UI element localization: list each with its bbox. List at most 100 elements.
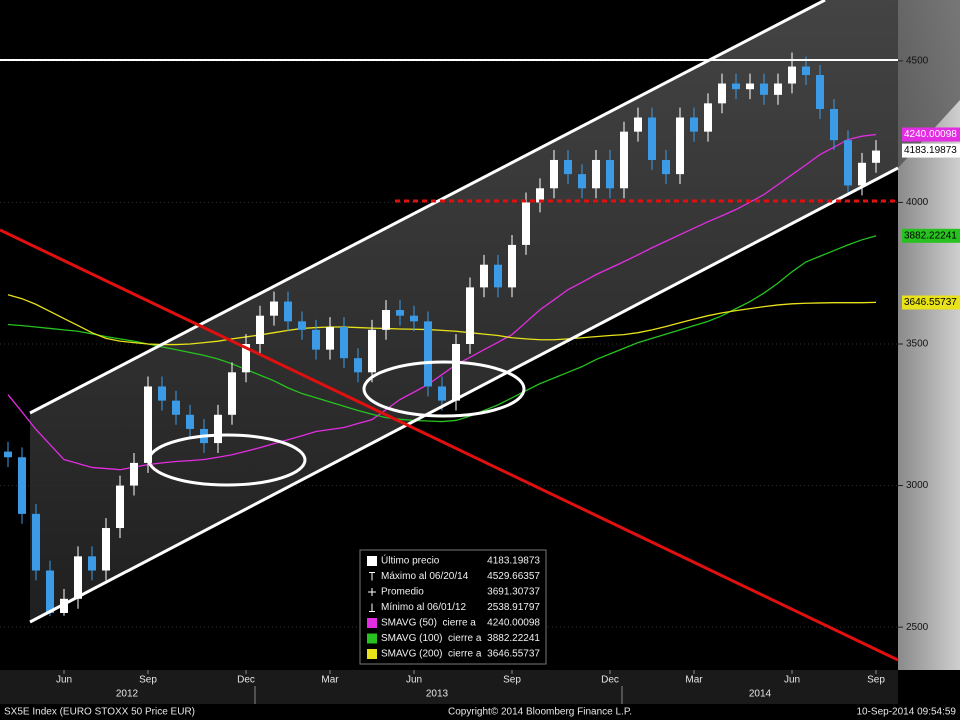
candle-body: [340, 327, 348, 359]
candle-body: [382, 310, 390, 330]
last-value-label: 3646.55737: [904, 297, 957, 308]
candle-body: [424, 321, 432, 387]
candle-body: [298, 321, 306, 330]
year-label: 2014: [749, 689, 772, 700]
footer-timestamp: 10-Sep-2014 09:54:59: [856, 707, 956, 718]
footer-ticker: SX5E Index (EURO STOXX 50 Price EUR): [4, 707, 195, 718]
legend-swatch: [367, 633, 377, 644]
candle-body: [88, 556, 96, 571]
legend-value: 3646.55737: [487, 649, 540, 660]
candle-body: [522, 202, 530, 245]
last-value-box: [902, 127, 960, 142]
last-value-box: [902, 295, 960, 310]
legend-label: Máximo al 06/20/14: [381, 571, 469, 582]
candle-body: [578, 174, 586, 189]
x-tick-label: Sep: [139, 675, 157, 686]
moving-averages: [7, 133, 877, 471]
highlight-ellipse: [147, 433, 307, 487]
candle-body: [676, 117, 684, 175]
candle-body: [256, 315, 264, 344]
candle-body: [214, 414, 222, 444]
candle-body: [536, 188, 544, 203]
x-tick-label: Mar: [321, 675, 339, 686]
candle-body: [704, 103, 712, 132]
channel-lower: [29, 166, 899, 624]
candle-body: [116, 485, 124, 529]
candle-body: [872, 150, 880, 163]
last-value-label: 3882.22241: [904, 230, 957, 241]
candle-body: [270, 301, 278, 316]
candle-body: [732, 83, 740, 90]
x-tick-label: Sep: [867, 675, 885, 686]
candle-body: [858, 162, 866, 186]
legend-label: SMAVG (200) cierre a: [381, 649, 482, 660]
candle-body: [410, 315, 418, 322]
legend-label: Mínimo al 06/01/12: [381, 602, 466, 613]
x-tick-label: Dec: [601, 675, 619, 686]
legend-value: 4183.19873: [487, 556, 540, 567]
channel-upper: [29, 0, 826, 415]
candle-body: [774, 83, 782, 95]
legend-label: Último precio: [381, 554, 440, 567]
candle-body: [466, 287, 474, 344]
candle-body: [186, 414, 194, 429]
y-axis: 2500 3000 3500 4000 4500 4240.00098 3882.22241…: [898, 56, 960, 633]
highlight-ellipse: [362, 360, 526, 418]
footer-bar: [0, 704, 960, 720]
last-value-box: [902, 143, 960, 158]
candle-body: [816, 75, 824, 110]
last-value-label: 4240.00098: [904, 129, 957, 140]
candle-body: [326, 327, 334, 350]
candle-body: [788, 66, 796, 84]
candle-body: [452, 344, 460, 401]
candle-body: [550, 159, 558, 189]
channel-fill: [30, 0, 960, 622]
candle-body: [144, 386, 152, 463]
candle-body: [312, 329, 320, 350]
candle-body: [396, 310, 404, 316]
sma-line: [7, 294, 877, 346]
y-tick-label: 4500: [906, 56, 929, 67]
candle-body: [830, 109, 838, 141]
candle-body: [718, 83, 726, 104]
candle-body: [228, 372, 236, 415]
year-label: 2013: [426, 689, 449, 700]
x-tick-label: Jun: [56, 675, 72, 686]
candle-body: [606, 159, 614, 189]
candle-body: [620, 131, 628, 189]
legend-value: 4240.00098: [487, 618, 540, 629]
x-tick-label: Jun: [784, 675, 800, 686]
last-value-label: 4183.19873: [904, 145, 957, 156]
y-tick-label: 3500: [906, 339, 929, 350]
legend-value: 3882.22241: [487, 633, 540, 644]
last-value-box: [902, 228, 960, 243]
legend-value: 2538.91797: [487, 602, 540, 613]
candle-body: [102, 528, 110, 571]
candle-body: [74, 556, 82, 599]
x-tick-label: Mar: [685, 675, 703, 686]
legend-label: SMAVG (50) cierre a: [381, 618, 476, 629]
legend-swatch: [367, 618, 377, 628]
x-axis-panel: [0, 670, 898, 704]
candle-body: [354, 358, 362, 373]
x-tick-label: Dec: [237, 675, 255, 686]
candle-body: [508, 244, 516, 288]
candle-body: [844, 140, 852, 186]
y-tick-label: 4000: [906, 197, 929, 208]
candle-body: [662, 159, 670, 175]
candle-body: [438, 386, 446, 401]
candle-body: [242, 344, 250, 373]
candle-body: [592, 159, 600, 189]
legend-swatch: [367, 649, 377, 659]
candle-body: [32, 513, 40, 571]
candle-body: [480, 264, 488, 288]
candle-body: [690, 117, 698, 132]
sma-line: [7, 133, 877, 471]
candle-body: [172, 400, 180, 415]
candle-body: [634, 117, 642, 132]
year-label: 2012: [116, 689, 139, 700]
candle-body: [760, 83, 768, 95]
